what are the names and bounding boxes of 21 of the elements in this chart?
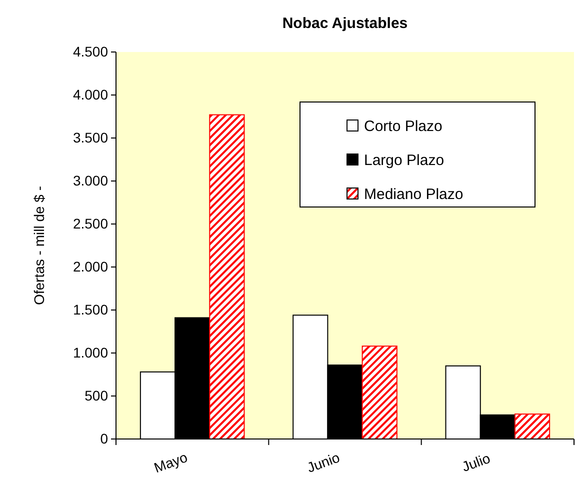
y-tick-label: 3.500 [72,129,108,146]
x-tick-label: Junio [304,448,342,476]
x-tick-label: Mayo [152,448,190,476]
bar [209,114,245,440]
y-tick-label: 3.000 [72,172,108,188]
y-tick-label: 0 [100,430,108,446]
y-tick-label: 1.500 [72,301,108,318]
x-tick-label: Julio [460,450,492,475]
legend-label: Corto Plazo [364,118,442,135]
y-tick-label: 1.000 [72,344,108,360]
y-tick-label: 4.000 [72,86,108,102]
y-tick-label: 500 [84,387,108,404]
y-tick-label: 2.500 [72,215,108,232]
y-tick-label: 4.500 [72,43,108,60]
bar [362,346,398,440]
legend-label: Mediano Plazo [364,186,464,203]
legend-label: Largo Plazo [364,152,444,169]
y-axis-title: Ofertas - mill de $ - [31,186,47,306]
chart-title: Nobac Ajustables [282,15,408,32]
y-tick-label: 2.000 [72,258,108,274]
bar [514,414,550,440]
